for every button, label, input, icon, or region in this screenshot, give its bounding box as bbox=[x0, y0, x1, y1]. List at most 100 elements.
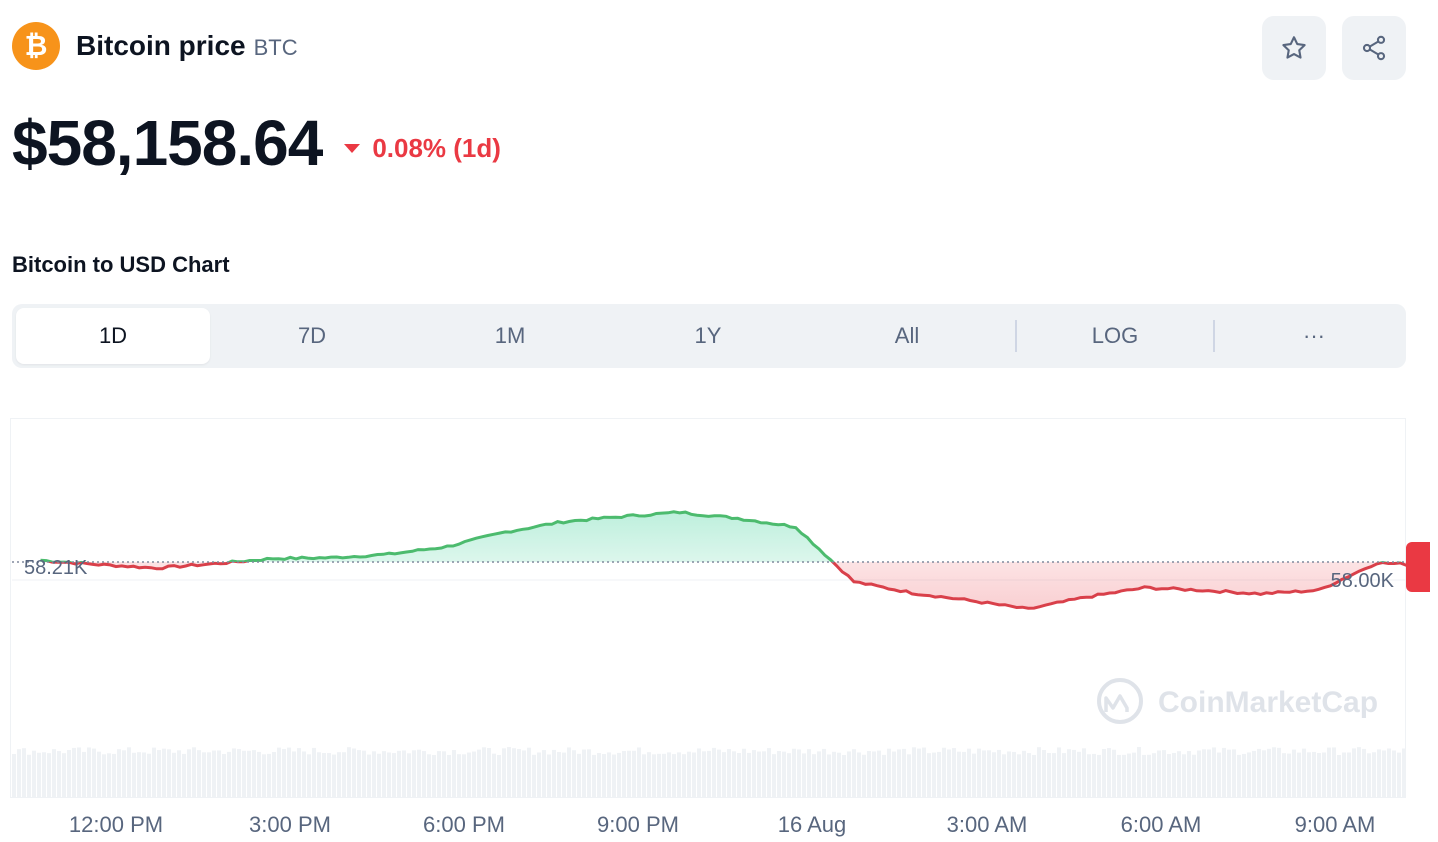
volume-bar bbox=[657, 753, 661, 797]
volume-bar bbox=[862, 754, 866, 797]
volume-bar bbox=[157, 750, 161, 797]
volume-bar bbox=[1342, 752, 1346, 797]
volume-bar bbox=[892, 751, 896, 797]
volume-bar bbox=[617, 752, 621, 797]
volume-bar bbox=[1042, 750, 1046, 797]
coin-symbol: BTC bbox=[253, 35, 298, 60]
volume-bar bbox=[1047, 753, 1051, 797]
volume-bar bbox=[97, 751, 101, 797]
volume-bar bbox=[182, 753, 186, 797]
volume-bar bbox=[1382, 750, 1386, 797]
volume-bar bbox=[737, 752, 741, 797]
volume-bar bbox=[852, 749, 856, 797]
tab-divider bbox=[1213, 320, 1215, 352]
volume-bar bbox=[1252, 750, 1256, 797]
volume-bar bbox=[232, 748, 236, 797]
volume-bar bbox=[277, 747, 281, 797]
volume-bar bbox=[1112, 749, 1116, 797]
volume-bar bbox=[997, 749, 1001, 797]
volume-bar bbox=[42, 752, 46, 797]
price-change: 0.08% (1d) bbox=[344, 133, 501, 164]
volume-bar bbox=[637, 747, 641, 797]
volume-bar bbox=[787, 753, 791, 797]
price-change-value: 0.08% (1d) bbox=[372, 132, 501, 163]
volume-bar bbox=[722, 752, 726, 797]
volume-bar bbox=[532, 754, 536, 797]
volume-bar bbox=[257, 751, 261, 797]
volume-bar bbox=[1317, 753, 1321, 797]
volume-bar bbox=[642, 754, 646, 797]
tab-1d[interactable]: 1D bbox=[16, 308, 210, 364]
volume-bar bbox=[417, 749, 421, 797]
volume-bar bbox=[797, 749, 801, 797]
volume-bar bbox=[512, 748, 516, 797]
volume-bar bbox=[412, 750, 416, 797]
volume-bar bbox=[392, 753, 396, 797]
volume-bar bbox=[1232, 749, 1236, 797]
volume-bar bbox=[687, 751, 691, 797]
volume-bar bbox=[1347, 752, 1351, 797]
volume-bar bbox=[1032, 754, 1036, 797]
tab-1y[interactable]: 1Y bbox=[694, 323, 722, 348]
volume-bar bbox=[922, 747, 926, 797]
tab-all[interactable]: All bbox=[894, 323, 920, 348]
volume-bar bbox=[807, 749, 811, 797]
volume-bar bbox=[52, 749, 56, 797]
volume-bar bbox=[1052, 753, 1056, 797]
volume-bar bbox=[1027, 753, 1031, 797]
volume-bar bbox=[1302, 748, 1306, 797]
volume-bar bbox=[47, 753, 51, 797]
volume-bar bbox=[272, 751, 276, 797]
volume-bar bbox=[467, 752, 471, 797]
volume-bar bbox=[627, 750, 631, 797]
area-above-baseline bbox=[40, 511, 1406, 562]
volume-bar bbox=[597, 753, 601, 797]
volume-bar bbox=[917, 748, 921, 797]
volume-bar bbox=[202, 752, 206, 797]
volume-bar bbox=[762, 751, 766, 797]
price-line-down bbox=[44, 562, 1408, 610]
volume-bar bbox=[1127, 753, 1131, 797]
volume-bar bbox=[962, 751, 966, 797]
volume-bar bbox=[1007, 751, 1011, 797]
tab-divider bbox=[1015, 320, 1017, 352]
volume-bar bbox=[152, 747, 156, 797]
volume-bar bbox=[87, 747, 91, 797]
volume-bar bbox=[1312, 751, 1316, 797]
volume-bar bbox=[1137, 747, 1141, 797]
volume-bar bbox=[122, 750, 126, 797]
volume-bar bbox=[1057, 747, 1061, 797]
volume-bar bbox=[1357, 747, 1361, 797]
price-row: $58,158.64 0.08% (1d) bbox=[12, 106, 501, 180]
tab-1m[interactable]: 1M bbox=[494, 323, 526, 348]
volume-bar bbox=[252, 750, 256, 797]
volume-bar bbox=[772, 754, 776, 797]
tab-log[interactable]: LOG bbox=[1091, 323, 1139, 348]
watchlist-button[interactable] bbox=[1262, 16, 1326, 80]
current-price: $58,158.64 bbox=[12, 107, 323, 179]
volume-bar bbox=[292, 751, 296, 797]
volume-bar bbox=[357, 750, 361, 797]
tab-7d[interactable]: 7D bbox=[297, 323, 327, 348]
volume-bar bbox=[742, 748, 746, 797]
volume-bar bbox=[587, 749, 591, 797]
volume-bar bbox=[1327, 747, 1331, 797]
share-button[interactable] bbox=[1342, 16, 1406, 80]
volume-bar bbox=[1157, 750, 1161, 797]
volume-bar bbox=[67, 749, 71, 797]
volume-bar bbox=[17, 749, 21, 797]
volume-bar bbox=[1352, 748, 1356, 797]
volume-bar bbox=[172, 752, 176, 797]
volume-bar bbox=[562, 752, 566, 797]
volume-bar bbox=[1082, 748, 1086, 797]
chart-range-tabs: 1D 7D 1M 1Y All LOG ··· bbox=[12, 304, 1406, 368]
current-price-marker bbox=[1406, 542, 1430, 592]
volume-bar bbox=[287, 747, 291, 797]
volume-bar bbox=[577, 753, 581, 797]
volume-bar bbox=[32, 750, 36, 797]
volume-bar bbox=[1167, 754, 1171, 797]
area-below-baseline bbox=[40, 562, 1406, 609]
tab-more[interactable]: ··· bbox=[1303, 323, 1325, 348]
x-tick-label: 6:00 AM bbox=[1120, 812, 1202, 837]
